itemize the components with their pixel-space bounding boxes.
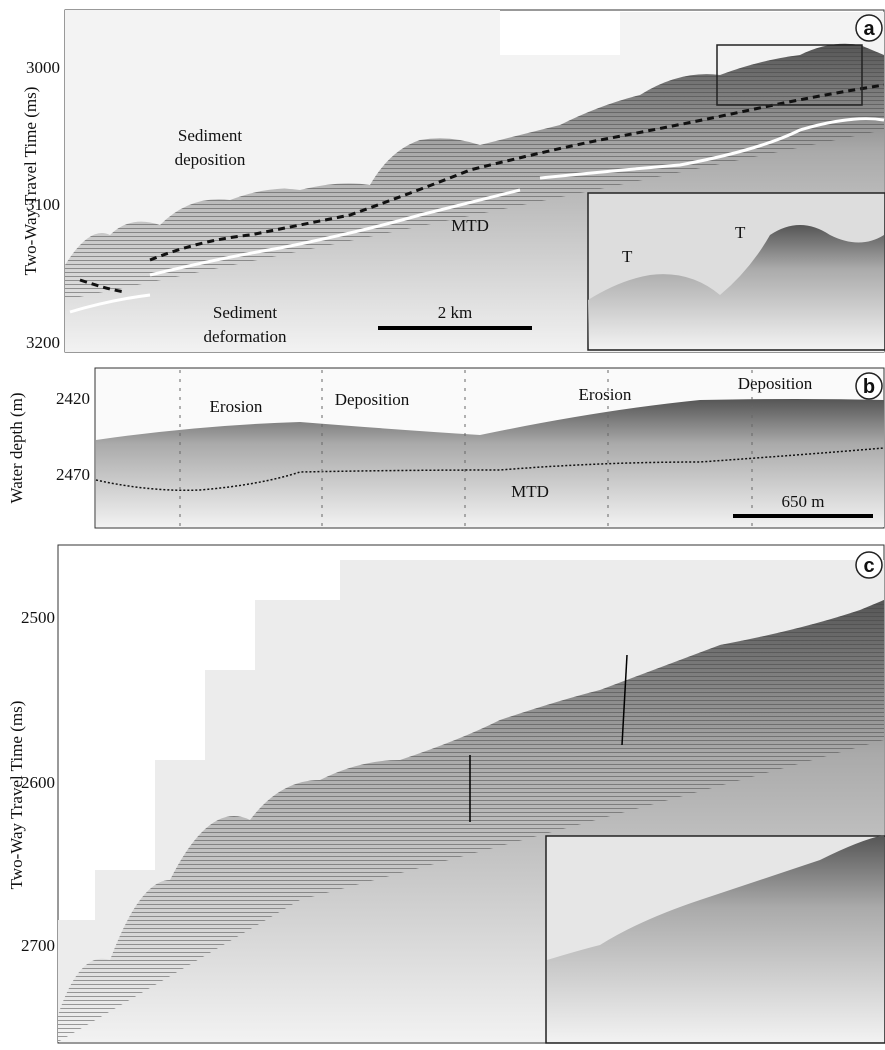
scale-label: 2 km <box>438 303 472 322</box>
panel-label: c <box>863 555 874 577</box>
y-axis-label: Two-Way Travel Time (ms) <box>21 87 40 276</box>
annotation: Deposition <box>335 390 410 409</box>
panel-a: T T Two-Way Travel Time (ms) 3000 3100 3… <box>21 10 885 352</box>
panel-label: a <box>863 18 875 40</box>
panel-b: Water depth (m) 2420 2470 Erosion Deposi… <box>7 368 884 528</box>
annotation: MTD <box>511 482 549 501</box>
annotation: deposition <box>175 150 246 169</box>
scale-label: 650 m <box>782 492 825 511</box>
y-tick-label: 2700 <box>21 936 55 955</box>
annotation: Sediment <box>178 126 242 145</box>
annotation: Deposition <box>738 374 813 393</box>
y-tick-label: 2600 <box>21 773 55 792</box>
y-axis-label: Water depth (m) <box>7 393 26 504</box>
y-tick-label: 2470 <box>56 465 90 484</box>
y-tick-label: 3100 <box>26 195 60 214</box>
y-tick-label: 2500 <box>21 608 55 627</box>
inset-label: T <box>622 247 633 266</box>
annotation: Erosion <box>579 385 632 404</box>
page: T T Two-Way Travel Time (ms) 3000 3100 3… <box>0 0 885 1050</box>
inset-label: T <box>735 223 746 242</box>
y-tick-label: 3200 <box>26 333 60 352</box>
panel-label: b <box>863 376 875 398</box>
figure: T T Two-Way Travel Time (ms) 3000 3100 3… <box>0 0 885 1045</box>
annotation: deformation <box>203 327 287 346</box>
annotation: MTD <box>451 216 489 235</box>
panel-c: Two-Way Travel Time (ms) 2500 2600 2700 … <box>7 545 885 1043</box>
y-axis-label: Two-Way Travel Time (ms) <box>7 701 26 890</box>
y-tick-label: 3000 <box>26 58 60 77</box>
annotation: Sediment <box>213 303 277 322</box>
y-tick-label: 2420 <box>56 389 90 408</box>
annotation: Erosion <box>210 397 263 416</box>
